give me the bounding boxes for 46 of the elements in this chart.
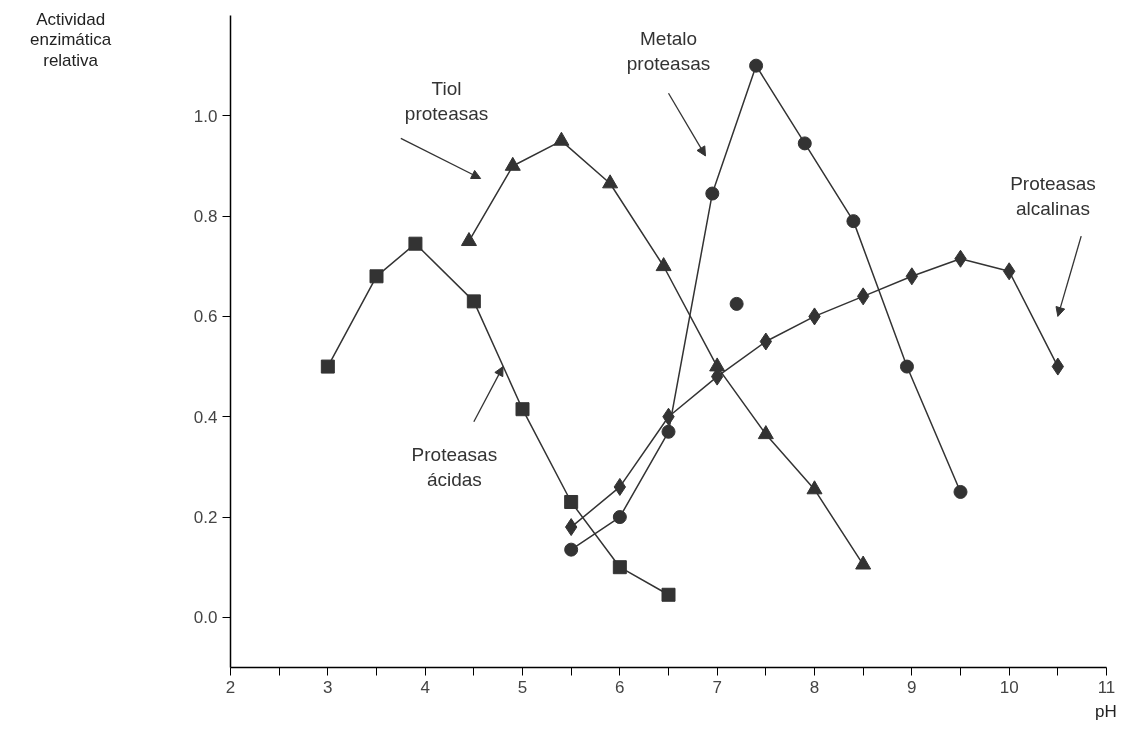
point [602, 174, 619, 189]
x-tick-label: 3 [323, 677, 333, 697]
y-tick-label: 0.2 [193, 508, 218, 528]
point [564, 542, 579, 557]
point [460, 232, 477, 247]
point [846, 214, 861, 229]
series-label: Proteasas ácidas [411, 443, 498, 490]
x-tick-label: 6 [615, 677, 625, 697]
y-axis-title: Actividad enzimática relativa [30, 10, 112, 72]
x-axis-title: pH [1095, 701, 1117, 723]
point [797, 136, 812, 151]
x-tick-label: 10 [999, 677, 1019, 697]
point [806, 480, 823, 495]
y-tick-label: 0.6 [193, 307, 218, 327]
text: Metalo proteasas [626, 27, 711, 74]
x-tick-label: 5 [517, 677, 528, 697]
point [661, 424, 676, 439]
point [515, 402, 530, 417]
y-tick-label: 0.4 [193, 407, 218, 427]
point [953, 484, 968, 499]
point [408, 236, 423, 251]
point [369, 269, 384, 284]
text: Tiol proteasas [404, 77, 489, 124]
y-tick-label: 0.0 [193, 608, 218, 628]
y-tick-label: 0.8 [193, 207, 218, 227]
x-tick-label: 7 [712, 677, 722, 697]
x-tick-label: 9 [907, 677, 917, 697]
x-tick-label: 8 [809, 677, 820, 697]
y-tick-label: 1.0 [193, 106, 218, 126]
point [749, 58, 764, 73]
point [612, 560, 627, 575]
point [612, 510, 627, 525]
x-tick-label: 2 [225, 677, 236, 697]
x-tick-label: 11 [1097, 677, 1116, 697]
point [899, 359, 914, 374]
point [855, 555, 872, 570]
point [757, 425, 774, 440]
point [466, 294, 481, 309]
point [705, 186, 720, 201]
point [661, 587, 676, 602]
x-tick-label: 4 [420, 677, 430, 697]
point [564, 494, 579, 509]
text: Proteasas alcalinas [1010, 172, 1096, 220]
point [729, 296, 744, 311]
point [320, 359, 335, 374]
point [655, 257, 672, 272]
